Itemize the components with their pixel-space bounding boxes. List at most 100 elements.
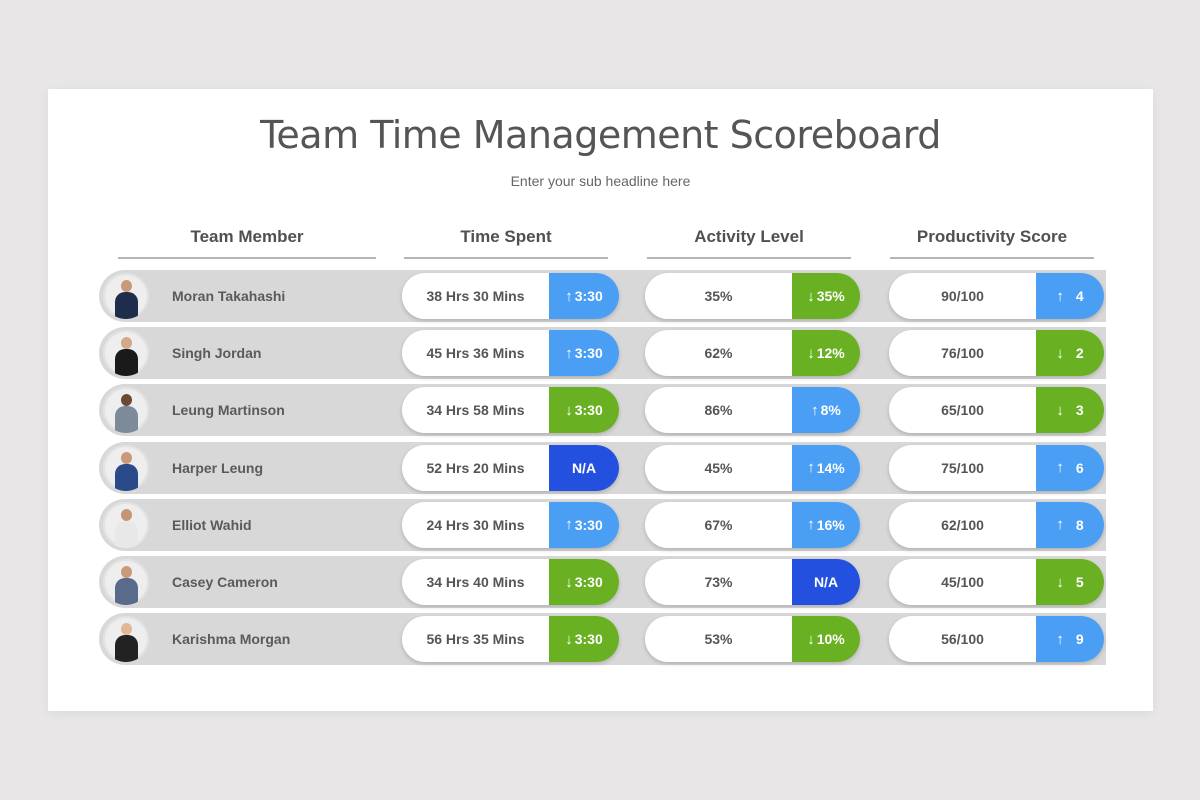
member-name: Elliot Wahid [172, 516, 252, 533]
page-title: Team Time Management Scoreboard [260, 113, 941, 157]
score-pill: 56/100 ↑ 9 [889, 616, 1104, 663]
activity-change-value: 8% [820, 402, 841, 419]
score-change-badge: ↑ 9 [1036, 616, 1104, 663]
activity-value: 62% [645, 330, 792, 377]
arrow-up-icon: ↑ [807, 459, 815, 477]
avatar-body [115, 578, 138, 605]
activity-change-badge: ↑ 8% [792, 387, 860, 434]
time-value: 24 Hrs 30 Mins [402, 501, 549, 548]
avatar [103, 444, 149, 491]
arrow-down-icon: ↓ [565, 630, 573, 648]
avatar [103, 330, 149, 377]
time-change-value: 3:30 [574, 345, 603, 362]
score-change-value: 8 [1075, 516, 1084, 533]
table-row: Singh Jordan 45 Hrs 36 Mins ↑ 3:30 62% ↓ 1… [99, 327, 1106, 380]
header-divider [118, 257, 376, 259]
column-header-team-member: Team Member [118, 227, 376, 259]
arrow-up-icon: ↑ [565, 516, 573, 534]
avatar-head [121, 508, 132, 521]
score-pill: 76/100 ↓ 2 [889, 330, 1104, 377]
score-value: 45/100 [889, 559, 1036, 605]
activity-change-badge: ↓ 12% [792, 330, 860, 377]
score-change-value: 9 [1075, 631, 1084, 648]
table-row: Leung Martinson 34 Hrs 58 Mins ↓ 3:30 86%… [99, 384, 1106, 437]
time-change-badge: ↑ 3:30 [549, 330, 619, 377]
score-value: 76/100 [889, 330, 1036, 377]
avatar-head [121, 451, 132, 464]
avatar [103, 273, 149, 319]
score-change-value: 4 [1075, 288, 1084, 304]
time-change-badge: ↑ 3:30 [549, 501, 619, 548]
scoreboard-slide: Team Time Management Scoreboard Enter yo… [48, 89, 1153, 711]
header-divider [404, 257, 608, 259]
time-change-value: N/A [571, 459, 597, 476]
avatar-body [115, 520, 138, 548]
time-change-badge: ↑ 3:30 [549, 273, 619, 319]
score-pill: 75/100 ↑ 6 [889, 444, 1104, 491]
avatar-head [121, 394, 132, 407]
arrow-down-icon: ↓ [1056, 573, 1064, 591]
time-pill: 24 Hrs 30 Mins ↑ 3:30 [402, 501, 619, 548]
score-pill: 62/100 ↑ 8 [889, 501, 1104, 548]
score-change-badge: ↑ 6 [1036, 444, 1104, 491]
time-change-badge: ↓ 3:30 [549, 387, 619, 434]
time-change-badge: ↓ 3:30 [549, 616, 619, 663]
page-subtitle: Enter your sub headline here [510, 173, 691, 189]
table-row: Elliot Wahid 24 Hrs 30 Mins ↑ 3:30 67% ↑ 1… [99, 498, 1106, 551]
score-change-value: 6 [1075, 459, 1084, 476]
table-row: Casey Cameron 34 Hrs 40 Mins ↓ 3:30 73% N… [99, 556, 1106, 608]
member-name: Karishma Morgan [172, 631, 291, 648]
activity-pill: 62% ↓ 12% [645, 330, 860, 377]
score-change-value: 2 [1075, 345, 1084, 362]
score-change-badge: ↓ 2 [1036, 330, 1104, 377]
time-value: 38 Hrs 30 Mins [402, 273, 549, 319]
score-pill: 45/100 ↓ 5 [889, 559, 1104, 605]
arrow-up-icon: ↑ [1056, 287, 1064, 305]
arrow-down-icon: ↓ [565, 401, 573, 419]
score-value: 65/100 [889, 387, 1036, 434]
avatar-head [121, 337, 132, 350]
score-value: 75/100 [889, 444, 1036, 491]
activity-value: 86% [645, 387, 792, 434]
arrow-up-icon: ↑ [1056, 459, 1064, 477]
time-change-badge: N/A [549, 444, 619, 491]
avatar-body [115, 463, 138, 491]
avatar-head [121, 280, 132, 292]
activity-change-value: N/A [813, 574, 839, 590]
column-header-label: Productivity Score [916, 227, 1068, 246]
activity-change-badge: ↑ 16% [792, 501, 860, 548]
member-name: Leung Martinson [172, 402, 285, 419]
member-name: Harper Leung [172, 459, 264, 476]
table-row: Moran Takahashi 38 Hrs 30 Mins ↑ 3:30 35%… [99, 270, 1106, 322]
activity-change-badge: ↑ 14% [792, 444, 860, 491]
activity-pill: 45% ↑ 14% [645, 444, 860, 491]
score-change-badge: ↑ 8 [1036, 501, 1104, 548]
time-change-value: 3:30 [574, 516, 603, 533]
arrow-up-icon: ↑ [565, 287, 573, 305]
activity-pill: 73% N/A [645, 559, 860, 605]
activity-value: 73% [645, 559, 792, 605]
time-value: 34 Hrs 40 Mins [402, 559, 549, 605]
arrow-down-icon: ↓ [1056, 401, 1064, 419]
activity-value: 45% [645, 444, 792, 491]
time-change-value: 3:30 [574, 288, 603, 304]
avatar [103, 559, 149, 605]
time-change-value: 3:30 [574, 631, 603, 648]
activity-change-value: 14% [816, 459, 845, 476]
time-change-value: 3:30 [574, 574, 603, 590]
time-pill: 34 Hrs 40 Mins ↓ 3:30 [402, 559, 619, 605]
arrow-up-icon: ↑ [811, 401, 819, 419]
score-pill: 65/100 ↓ 3 [889, 387, 1104, 434]
column-header-label: Activity Level [694, 227, 804, 246]
avatar-body [115, 635, 138, 663]
time-pill: 56 Hrs 35 Mins ↓ 3:30 [402, 616, 619, 663]
score-change-value: 3 [1075, 402, 1084, 419]
avatar-body [115, 406, 138, 434]
arrow-up-icon: ↑ [565, 344, 573, 362]
score-value: 90/100 [889, 273, 1036, 319]
activity-change-value: 35% [816, 288, 845, 304]
time-pill: 52 Hrs 20 Mins N/A [402, 444, 619, 491]
arrow-down-icon: ↓ [807, 630, 815, 648]
header-divider [647, 257, 851, 259]
score-change-badge: ↓ 3 [1036, 387, 1104, 434]
